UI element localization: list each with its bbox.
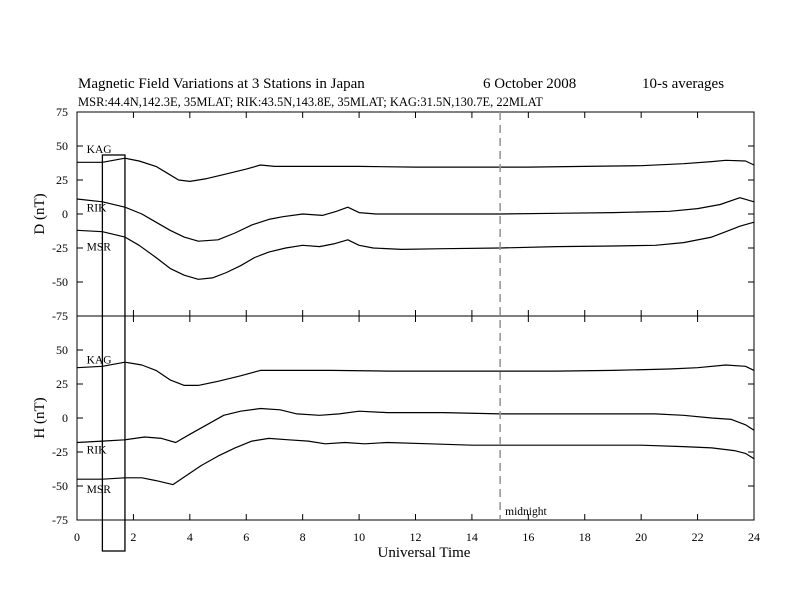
x-axis-label: Universal Time [378, 545, 471, 561]
y-tick-label: -25 [52, 241, 68, 255]
highlight-box [101, 154, 126, 552]
series-line-kag [76, 361, 755, 386]
chart-averaging: 10-s averages [642, 76, 724, 92]
y-tick-label: -75 [52, 309, 68, 323]
x-tick-label: 22 [692, 530, 704, 544]
series-line-rik [76, 197, 755, 242]
y-tick-label: -75 [52, 513, 68, 527]
y-tick-label: 0 [62, 411, 68, 425]
series-label-rik: RIK [87, 202, 108, 214]
series-label-msr: MSR [87, 242, 112, 254]
y-tick-label: -25 [52, 445, 68, 459]
y-tick-label: -50 [52, 479, 68, 493]
series-line-rik [76, 407, 755, 444]
x-tick-label: 10 [353, 530, 365, 544]
midnight-label: midnight [505, 506, 547, 518]
y-tick-label: 25 [56, 377, 68, 391]
x-tick-label: 16 [522, 530, 534, 544]
d-component-panel: 75 50 25 0 -25 -50 -75 D (nT) KAG RIK MSR [32, 105, 755, 323]
y-tick-label: 50 [56, 343, 68, 357]
y-axis-label: H (nT) [32, 397, 48, 438]
y-tick-label: 75 [56, 105, 68, 119]
series-label-kag: KAG [87, 355, 112, 367]
x-tick-label: 20 [635, 530, 647, 544]
chart-title: Magnetic Field Variations at 3 Stations … [78, 76, 365, 92]
x-tick-label: 2 [130, 530, 136, 544]
x-tick-label: 12 [410, 530, 422, 544]
chart-date: 6 October 2008 [483, 76, 576, 92]
series-label-msr: MSR [87, 484, 112, 496]
x-tick-label: 24 [748, 530, 760, 544]
series-label-kag: KAG [87, 144, 112, 156]
chart-subtitle: MSR:44.4N,142.3E, 35MLAT; RIK:43.5N,143.… [78, 95, 543, 109]
x-tick-label: 6 [243, 530, 249, 544]
h-component-panel: 50 25 0 -25 -50 -75 H (nT) KAG RIK MSR [32, 315, 755, 527]
series-line-msr [76, 221, 755, 280]
series-line-kag [77, 157, 755, 182]
x-tick-label: 8 [300, 530, 306, 544]
x-tick-label: 14 [466, 530, 478, 544]
panel-frame [76, 315, 755, 521]
x-tick-label: 0 [74, 530, 80, 544]
x-tick-label: 18 [579, 530, 591, 544]
series-line-msr [77, 437, 755, 486]
y-tick-label: 25 [56, 173, 68, 187]
y-tick-label: -50 [52, 275, 68, 289]
y-tick-label: 50 [56, 139, 68, 153]
series-label-rik: RIK [87, 444, 108, 456]
y-axis-label: D (nT) [32, 193, 48, 234]
y-tick-label: 0 [62, 207, 68, 221]
x-tick-label: 4 [187, 530, 193, 544]
